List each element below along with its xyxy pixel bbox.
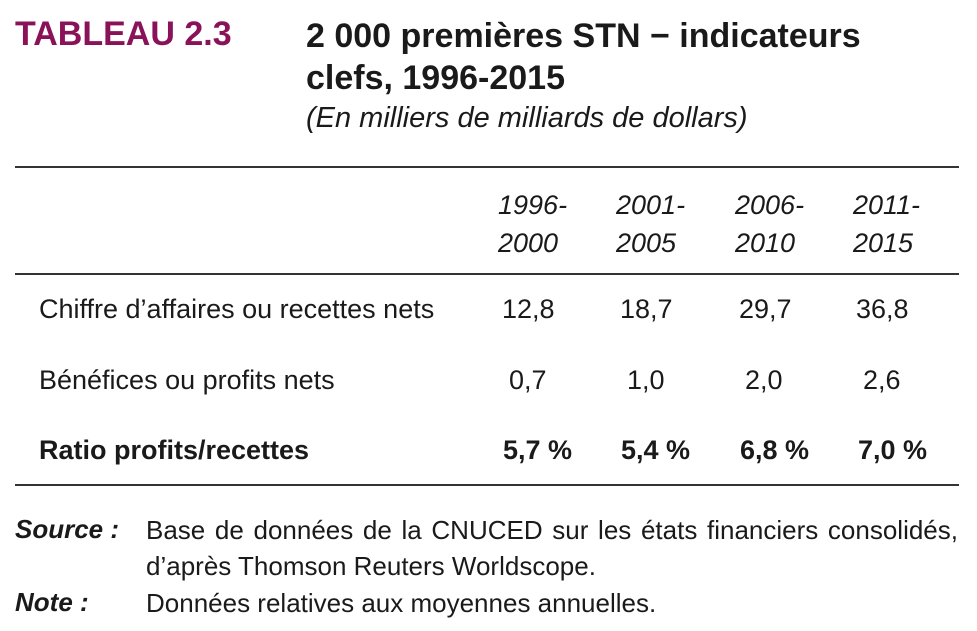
cell-value: 5,4 % [621,435,691,465]
cell-value: 2,0 [745,365,783,395]
table-title-line1: 2 000 premières STN − indicateurs [306,17,861,55]
cell-value: 29,7 [739,294,792,324]
source-key: Source : [15,514,120,544]
cell-value: 0,7 [509,365,547,395]
top-rule [15,166,959,168]
column-header-line2: 2015 [853,228,914,258]
column-header-line2: 2010 [735,228,796,258]
column-header-line1: 2011- [853,190,921,220]
cell-value: 18,7 [620,294,673,324]
column-header-line1: 2006- [735,190,805,220]
source-text: Base de données de la CNUCED sur les éta… [146,515,958,581]
table-title: 2 000 premières STN − indicateurs clefs,… [306,15,861,99]
cell-value: 12,8 [502,294,555,324]
column-header-line1: 1996- [498,190,568,220]
column-header-2001-2005: 2001- 2005 [616,186,685,262]
column-header-2011-2015: 2011- 2015 [853,186,920,262]
note-text: Données relatives aux moyennes annuelles… [146,588,657,618]
table-label: TABLEAU 2.3 [15,15,232,53]
column-header-line1: 2001- [616,190,686,220]
table-title-line2: clefs, 1996-2015 [306,59,565,97]
header-rule [15,273,959,275]
column-header-line2: 2005 [616,228,677,258]
cell-value: 36,8 [856,294,909,324]
cell-value: 1,0 [627,365,665,395]
row-label: Ratio profits/recettes [39,435,310,465]
cell-value: 5,7 % [503,435,573,465]
row-label: Chiffre d’affaires ou recettes nets [39,294,435,324]
row-label: Bénéfices ou profits nets [39,365,335,395]
column-header-1996-2000: 1996- 2000 [498,186,567,262]
cell-value: 2,6 [863,365,901,395]
column-header-line2: 2000 [498,228,559,258]
note-key: Note : [15,587,89,617]
column-header-2006-2010: 2006- 2010 [735,186,804,262]
bottom-rule [15,484,959,486]
table-subtitle: (En milliers de milliards de dollars) [306,102,748,134]
cell-value: 6,8 % [740,435,810,465]
cell-value: 7,0 % [858,435,928,465]
